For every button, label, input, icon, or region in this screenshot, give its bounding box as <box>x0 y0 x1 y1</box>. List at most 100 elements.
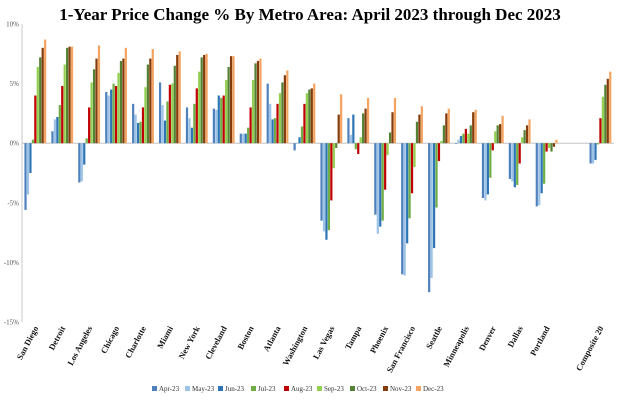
bar <box>117 72 120 144</box>
bar <box>472 112 475 144</box>
bar <box>105 91 108 144</box>
bar <box>185 107 189 144</box>
bar <box>259 58 262 144</box>
bar <box>357 143 360 154</box>
y-tick-label: 10% <box>6 21 19 29</box>
bar <box>489 143 492 178</box>
y-tick-label: -5% <box>7 199 19 207</box>
bar <box>484 143 487 201</box>
bar <box>139 121 142 144</box>
bar <box>330 143 333 201</box>
bar <box>481 143 485 199</box>
category-label: Cleveland <box>203 324 229 361</box>
bar <box>366 97 370 144</box>
bar <box>173 65 176 144</box>
bar <box>457 139 460 144</box>
category-label: Tampa <box>343 324 364 352</box>
bar <box>442 125 445 144</box>
bar <box>56 116 59 144</box>
bar <box>606 78 609 144</box>
bar <box>325 143 328 240</box>
bar <box>303 103 306 144</box>
bar <box>403 143 406 276</box>
bar <box>467 133 470 144</box>
bar <box>112 83 115 144</box>
bar <box>418 114 421 144</box>
bar <box>528 119 531 144</box>
bar <box>594 143 597 160</box>
bar <box>327 143 330 231</box>
bar <box>401 143 404 275</box>
bar <box>601 96 604 144</box>
bar <box>547 143 551 148</box>
category-label: Atlanta <box>261 324 283 354</box>
bar <box>283 75 286 144</box>
bar <box>391 112 394 144</box>
bar <box>381 143 384 221</box>
bar <box>469 125 472 144</box>
bar <box>281 82 284 144</box>
bar <box>68 46 71 144</box>
y-tick-label: 5% <box>10 80 20 88</box>
bar <box>591 143 595 164</box>
bar <box>269 103 272 144</box>
bar <box>501 115 504 144</box>
bar <box>53 119 56 144</box>
bar <box>124 47 127 144</box>
bar <box>362 113 365 144</box>
bar <box>300 126 304 144</box>
bar <box>168 84 171 144</box>
bar <box>278 93 282 144</box>
bar <box>459 136 463 144</box>
bar <box>496 125 499 144</box>
bar <box>239 133 242 144</box>
bar <box>151 49 154 144</box>
bar <box>447 108 450 144</box>
category-label: Composite 20 <box>574 324 606 372</box>
bar <box>335 143 338 148</box>
category-label: Las Vegas <box>311 324 337 361</box>
bar <box>513 143 516 188</box>
y-tick-label: -10% <box>4 259 19 267</box>
bar <box>39 57 42 144</box>
category-label: Seattle <box>424 324 444 351</box>
bar <box>198 71 201 144</box>
bar <box>203 54 206 144</box>
bar <box>538 143 541 206</box>
bar <box>144 87 147 144</box>
legend-swatch <box>284 386 289 391</box>
category-label: New York <box>176 324 202 361</box>
bar <box>163 120 167 144</box>
legend-swatch <box>317 386 322 391</box>
legend-swatch <box>152 386 157 391</box>
bar <box>41 47 44 144</box>
category-label: Portland <box>528 324 552 357</box>
bar <box>354 143 357 150</box>
bar <box>523 130 526 144</box>
bar <box>430 143 433 278</box>
bar <box>141 107 145 144</box>
bar <box>34 95 37 144</box>
bar <box>435 143 438 208</box>
bar <box>525 125 529 144</box>
bar <box>85 138 88 144</box>
bar <box>474 109 477 144</box>
bar <box>384 143 387 190</box>
category-label: Detroit <box>46 324 67 352</box>
bar <box>420 106 423 144</box>
bar <box>58 105 61 144</box>
bar <box>193 103 196 144</box>
bar <box>518 143 521 164</box>
bar <box>132 103 135 144</box>
bar <box>406 143 409 244</box>
bar <box>161 105 164 144</box>
category-label: San Francisco <box>384 324 417 374</box>
bar <box>393 97 397 144</box>
bar <box>521 137 524 144</box>
bar <box>146 64 149 144</box>
legend-label: Oct-23 <box>357 385 377 393</box>
bar <box>188 118 191 144</box>
bar <box>215 109 218 144</box>
bar <box>352 114 355 144</box>
